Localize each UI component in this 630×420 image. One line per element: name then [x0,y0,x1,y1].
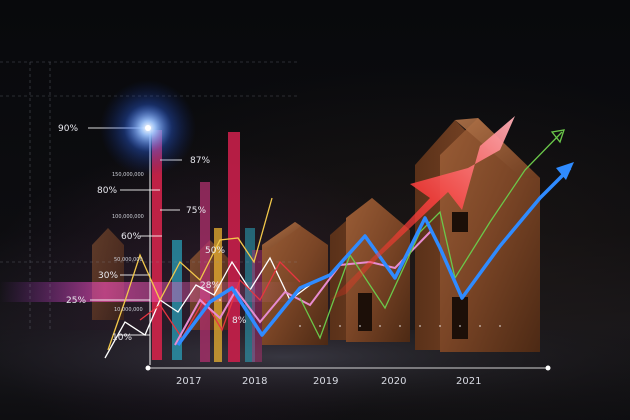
red-growth-arrow [330,116,515,300]
pct-label-50: 50% [205,246,225,256]
year-label-2017: 2017 [176,376,201,387]
pct-label-60: 60% [121,232,141,242]
bar-red-1 [152,130,162,360]
year-label-2019: 2019 [313,376,338,387]
line-white [104,256,311,359]
pct-label-75: 75% [186,206,206,216]
value-label-50m: 50,000,000 [114,257,143,263]
year-label-2018: 2018 [242,376,267,387]
value-label-150m: 150,000,000 [112,172,144,178]
bar-red-2 [228,132,240,362]
line-pink [174,229,433,346]
bar-magenta [200,182,210,362]
year-label-2021: 2021 [456,376,481,387]
line-red-thin [139,260,301,340]
up-arrow-icon [556,162,574,180]
value-label-10m: 10,000,000 [114,307,143,313]
green-arrow-head [550,129,565,144]
pct-label-90: 90% [58,124,78,134]
pct-label-80: 80% [97,186,117,196]
value-label-100m: 100,000,000 [112,214,144,220]
line-yellow [107,197,273,351]
year-label-2020: 2020 [381,376,406,387]
line-blue [176,166,572,347]
pct-label-8: 8% [232,316,247,326]
pct-label-25: 25% [66,296,86,306]
pct-label-28: 28% [200,281,220,291]
axis-dots [145,365,551,371]
bar-magenta-2 [252,250,262,362]
pct-label-10: 10% [112,333,132,343]
pct-label-87: 87% [190,156,210,166]
pct-label-30: 30% [98,271,118,281]
